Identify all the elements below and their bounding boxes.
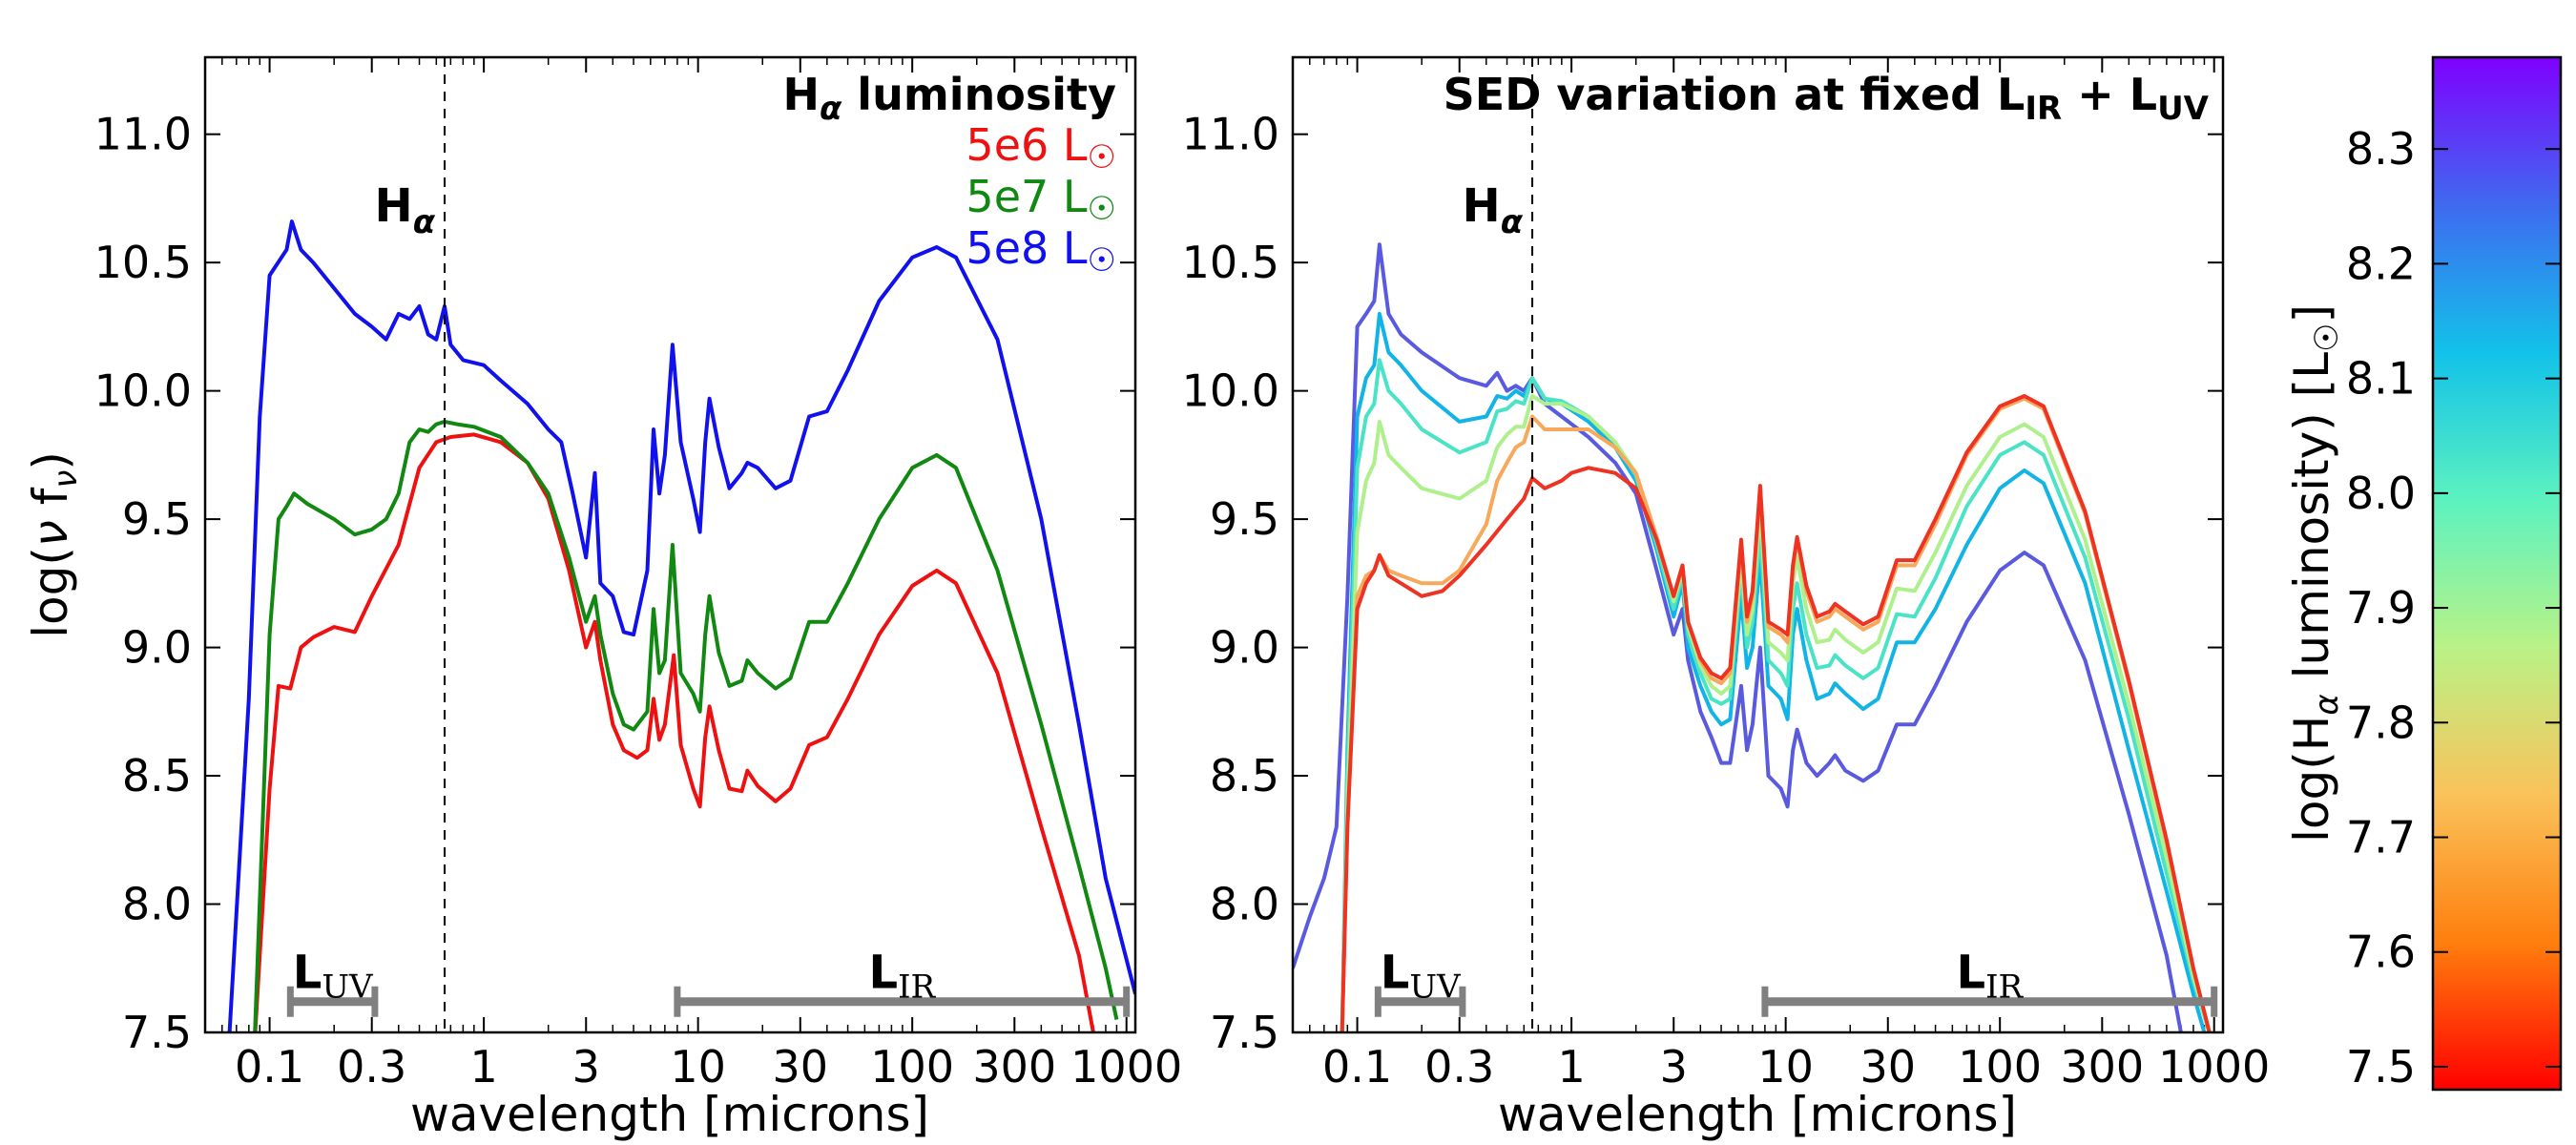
band-label: LUV <box>293 947 374 1007</box>
y-tick-label: 10.5 <box>94 237 192 288</box>
x-tick-label: 10 <box>1757 1041 1814 1093</box>
x-axis-label: wavelength [microns] <box>1498 1087 2017 1142</box>
y-tick-label: 8.0 <box>122 879 192 930</box>
y-tick-label: 8.5 <box>122 750 192 802</box>
y-axis-label: log(ν fν) <box>23 451 85 638</box>
band-label: LIR <box>868 947 936 1007</box>
series-line-3 <box>1340 394 2212 1032</box>
plot-border <box>1291 55 2225 1034</box>
x-tick-label: 300 <box>972 1041 1056 1093</box>
y-tick-label: 11.0 <box>1182 109 1279 160</box>
y-tick-label: 8.5 <box>1210 750 1279 802</box>
x-tick-label: 1000 <box>1070 1041 1182 1093</box>
x-tick-label: 3 <box>572 1041 600 1093</box>
series-line-1 <box>1340 311 2207 1032</box>
series-line-1 <box>253 419 1119 1032</box>
y-tick-label: 10.5 <box>1182 237 1279 288</box>
colorbar-tick-label: 8.1 <box>2346 353 2416 405</box>
y-tick-label: 9.5 <box>1210 493 1279 545</box>
series-group <box>227 219 1135 1032</box>
y-tick-label: 11.0 <box>94 109 192 160</box>
x-tick-label: 3 <box>1660 1041 1688 1093</box>
x-tick-label: 100 <box>1958 1041 2042 1093</box>
x-tick-label: 1000 <box>2158 1041 2270 1093</box>
colorbar: 7.5 7.6 7.7 7.8 7.9 8.0 8.1 8.2 8.3 log(Hα lumin… <box>2284 55 2563 1093</box>
colorbar-tick-label: 7.6 <box>2346 926 2416 978</box>
plot-border <box>203 55 1137 1034</box>
tick-labels: 0.1 0.3 1 3 10 30 100 300 1000 7.5 8.0 8.5 9.0 9.5 10.… <box>94 109 1183 1093</box>
x-tick-label: 0.3 <box>337 1041 406 1093</box>
series-line-2 <box>1340 358 2212 1032</box>
tick-labels: 0.1 0.3 1 3 10 30 100 300 1000 7.5 8.0 8.5 9.0 9.5 10.… <box>1182 109 2271 1093</box>
legend-entry-5e7: 5e7 L☉ <box>966 171 1116 228</box>
chart-title: SED variation at fixed LIR + LUV <box>1444 69 2210 128</box>
x-tick-label: 0.1 <box>235 1041 304 1093</box>
x-tick-label: 0.1 <box>1322 1041 1392 1093</box>
legend-entry-5e6: 5e6 L☉ <box>966 119 1116 177</box>
panel-sed-variation: LUV LIR 0.1 0.3 1 3 10 30 100 300 1000 7.5 8.0 8.5 9.… <box>1182 55 2271 1142</box>
y-tick-label: 9.0 <box>1210 622 1279 674</box>
axes-frame <box>1293 57 2223 1033</box>
y-tick-label: 9.5 <box>122 493 192 545</box>
y-tick-label: 9.0 <box>122 622 192 674</box>
legend: 5e6 L☉ 5e7 L☉ 5e8 L☉ <box>966 119 1116 280</box>
y-tick-label: 8.0 <box>1210 879 1279 930</box>
colorbar-tick-label: 8.2 <box>2346 238 2416 289</box>
series-line-5 <box>1340 394 2212 1032</box>
series-line-4 <box>1340 396 2212 1032</box>
colorbar-tick-label: 7.5 <box>2346 1041 2416 1093</box>
colorbar-tick-label: 8.3 <box>2346 123 2416 175</box>
colorbar-tick-label: 8.0 <box>2346 468 2416 519</box>
colorbar-label: log(Hα luminosity) [L☉] <box>2284 304 2346 843</box>
halpha-label: Hα <box>1463 179 1524 241</box>
series-line-0 <box>253 432 1095 1032</box>
series-group <box>1293 242 2212 1032</box>
x-tick-label: 1 <box>1557 1041 1585 1093</box>
x-tick-label: 0.3 <box>1424 1041 1494 1093</box>
colorbar-gradient <box>2431 55 2563 1092</box>
band-label: LIR <box>1956 947 2024 1007</box>
series-line-0 <box>1293 242 2183 1032</box>
x-tick-label: 30 <box>773 1041 829 1093</box>
colorbar-tick-label: 7.9 <box>2346 582 2416 634</box>
legend-entry-5e8: 5e8 L☉ <box>966 222 1116 280</box>
band-brackets: LUV LIR <box>286 947 1131 1017</box>
y-tick-label: 10.0 <box>94 365 192 417</box>
series-line-2 <box>227 219 1135 1032</box>
band-brackets: LUV LIR <box>1374 947 2218 1017</box>
x-tick-label: 1 <box>469 1041 497 1093</box>
y-tick-label: 7.5 <box>122 1007 192 1058</box>
y-tick-label: 10.0 <box>1182 365 1279 417</box>
panel-halpha-luminosity: LUV LIR 0.1 0.3 1 3 10 30 100 300 1000 7.5 8.0 8.5 9.… <box>23 55 1183 1142</box>
colorbar-tick-label: 7.7 <box>2346 812 2416 864</box>
x-tick-label: 300 <box>2060 1041 2144 1093</box>
x-tick-label: 30 <box>1860 1041 1917 1093</box>
chart-title: Hα luminosity <box>782 69 1116 128</box>
x-axis-label: wavelength [microns] <box>410 1087 929 1142</box>
x-tick-label: 100 <box>870 1041 954 1093</box>
y-tick-label: 7.5 <box>1210 1007 1279 1058</box>
band-label: LUV <box>1381 947 1462 1007</box>
axes-frame <box>205 57 1135 1033</box>
x-tick-label: 10 <box>670 1041 726 1093</box>
colorbar-ticks: 7.5 7.6 7.7 7.8 7.9 8.0 8.1 8.2 8.3 <box>2346 123 2561 1093</box>
colorbar-tick-label: 7.8 <box>2346 697 2416 748</box>
halpha-label: Hα <box>375 179 436 241</box>
